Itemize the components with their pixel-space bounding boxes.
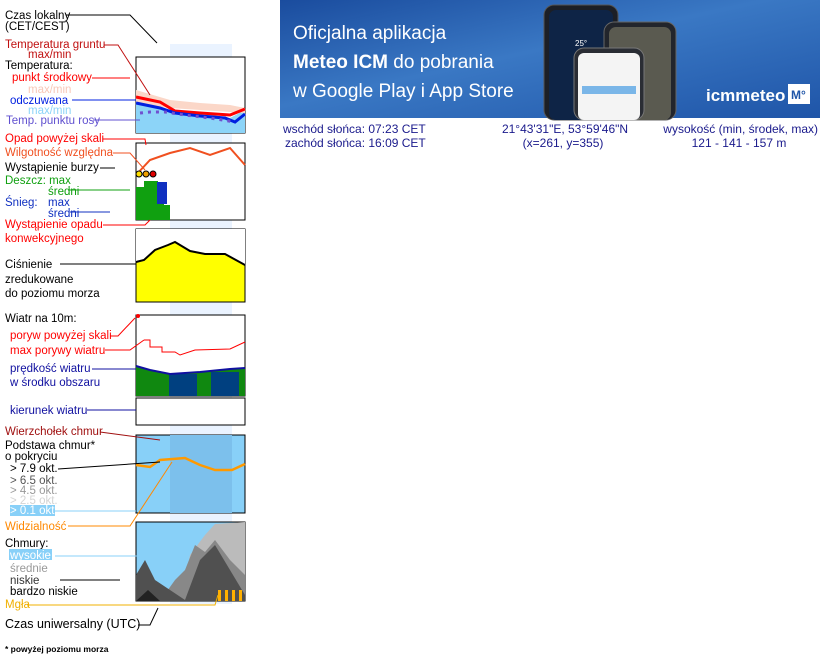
legend-wind-fill — [211, 372, 239, 396]
legend-rain-max: Deszcz: max — [5, 175, 71, 187]
legend-pressure-bg — [136, 229, 245, 265]
legend-leader-lines — [27, 14, 219, 626]
legend-snow-bar — [157, 182, 167, 204]
phone-images: 25° — [543, 4, 677, 121]
grid-coordinates: (x=261, y=355) — [523, 136, 604, 150]
legend-feels: odczuwana — [10, 95, 69, 107]
legend-storm-marker — [142, 170, 150, 178]
legend-fog-bar — [239, 590, 242, 601]
legend-visibility: Widzialność — [5, 521, 67, 533]
legend-gust-over: poryw powyżej skali — [10, 330, 112, 342]
elevation-label: wysokość (min, środek, max) — [662, 122, 818, 136]
legend-snow-mean: średni — [48, 208, 79, 220]
legend-dew: Temp. punktu rosy — [6, 115, 100, 127]
legend-labels: Czas lokalny (CET/CEST) Temperatura grun… — [5, 10, 140, 654]
legend-okt-65: > 6.5 okt. — [10, 475, 58, 487]
legend-local-time: Czas lokalny — [5, 10, 70, 22]
legend-visibility-line — [135, 456, 246, 472]
legend-gust-over-marker — [136, 314, 140, 318]
phone-3-chart — [582, 86, 636, 94]
legend-snow: Śnieg: — [5, 196, 38, 209]
legend-temp-mm: max/min — [28, 84, 71, 96]
legend-okt-25: > 2.5 okt. — [10, 495, 58, 507]
legend-storm: Wystąpienie burzy — [5, 162, 99, 174]
legend-gust-max: max porywy wiatru — [10, 345, 105, 357]
legend-snow-max: max — [48, 197, 70, 209]
legend-wind-speed-2: w środku obszaru — [9, 377, 100, 389]
legend-feels-mm: max/min — [28, 105, 71, 117]
legend-mid: średnie — [10, 563, 48, 575]
legend-rain-mean: średni — [48, 186, 79, 198]
logo-badge-bg — [788, 84, 810, 104]
legend-ground-temp: Temperatura gruntu — [5, 39, 105, 51]
app-banner[interactable]: Oficjalna aplikacja Meteo ICM do pobrani… — [280, 0, 820, 121]
legend-very-low: bardzo niskie — [10, 586, 78, 598]
legend-temp-line — [135, 95, 246, 117]
legend-cloud-top: Wierzchołek chmur — [5, 426, 103, 438]
legend-gust-line — [144, 339, 246, 356]
legend-fog-bar — [225, 590, 228, 601]
coordinates: 21°43'31"E, 53°59'46"N — [502, 122, 628, 136]
legend-fog-bar — [218, 590, 221, 601]
legend-ground-temp-mm: max/min — [28, 49, 71, 61]
legend-cloud-night — [170, 435, 232, 513]
legend-rain-bar — [144, 181, 158, 220]
legend-okt-79: > 7.9 okt. — [10, 463, 58, 475]
legend-storm-marker — [149, 170, 157, 178]
legend-humidity: Wilgotność względna — [5, 147, 114, 159]
legend-precip-over: Opad powyżej skali — [5, 133, 104, 145]
legend-low: niskie — [10, 575, 39, 587]
legend-fog: Mgła — [5, 599, 31, 611]
legend-humidity-line — [135, 146, 246, 176]
location-info: wschód słońca: 07:23 CET zachód słońca: … — [282, 122, 818, 150]
legend-convective-1: Wystąpienie opadu — [5, 219, 103, 231]
legend-pressure-3: do poziomu morza — [5, 288, 100, 300]
legend-temperature: Temperatura: — [5, 60, 73, 72]
legend-wind-fill — [169, 374, 197, 396]
legend-very-low-cloud — [136, 590, 160, 601]
legend-okt-01-bg — [10, 505, 55, 516]
legend-fog-bar — [232, 590, 235, 601]
sunset: zachód słońca: 16:09 CET — [285, 136, 426, 150]
legend-wind-speed-1: prędkość wiatru — [10, 363, 91, 375]
legend-storm-marker — [135, 170, 143, 178]
legend-dew-line — [139, 110, 236, 124]
legend-convective-2: konwekcyjnego — [5, 233, 84, 245]
legend-local-time-zone: (CET/CEST) — [5, 21, 70, 33]
legend-cloud-base-2: o pokryciu — [5, 451, 57, 463]
legend-pressure-line — [135, 240, 246, 266]
legend-footnote: * powyżej poziomu morza — [5, 644, 109, 654]
legend-wind-dir: kierunek wiatru — [10, 405, 87, 417]
legend-okt-45: > 4.5 okt. — [10, 485, 58, 497]
banner-line2: Meteo ICM do pobrania — [293, 52, 494, 73]
legend-wind: Wiatr na 10m: — [5, 313, 77, 325]
banner-line2-rest: do pobrania — [388, 52, 494, 73]
banner-brand: Meteo ICM — [293, 52, 388, 73]
legend-feels-line — [135, 101, 246, 124]
legend-okt-01: > 0.1 okt. — [10, 505, 58, 517]
sunrise: wschód słońca: 07:23 CET — [282, 122, 426, 136]
banner-line3: w Google Play i App Store — [292, 81, 514, 102]
legend-low-cloud — [136, 545, 245, 601]
legend-clouds: Chmury: — [5, 538, 48, 550]
legend-utc: Czas uniwersalny (UTC) — [5, 617, 140, 631]
logo-badge: M° — [791, 88, 806, 102]
legend-high: wysokie — [9, 550, 51, 562]
legend-wind-line — [135, 365, 246, 376]
icmmeteo-logo: icmmeteo — [706, 86, 785, 105]
banner-line1: Oficjalna aplikacja — [293, 23, 447, 44]
legend-pressure-2: zredukowane — [5, 274, 73, 286]
legend-high-bg — [9, 549, 52, 560]
legend-pressure-1: Ciśnienie — [5, 259, 52, 271]
legend-rain-bar — [164, 205, 170, 220]
legend-meteogram — [135, 44, 246, 604]
phone-temp: 25° — [575, 39, 587, 48]
legend-cloud-base-1: Podstawa chmur* — [5, 440, 96, 452]
legend-direction-panel — [135, 397, 246, 426]
legend-temp-band — [136, 90, 245, 113]
legend-temp-mid: punkt środkowy — [12, 72, 92, 84]
elevation-values: 121 - 141 - 157 m — [692, 136, 787, 150]
